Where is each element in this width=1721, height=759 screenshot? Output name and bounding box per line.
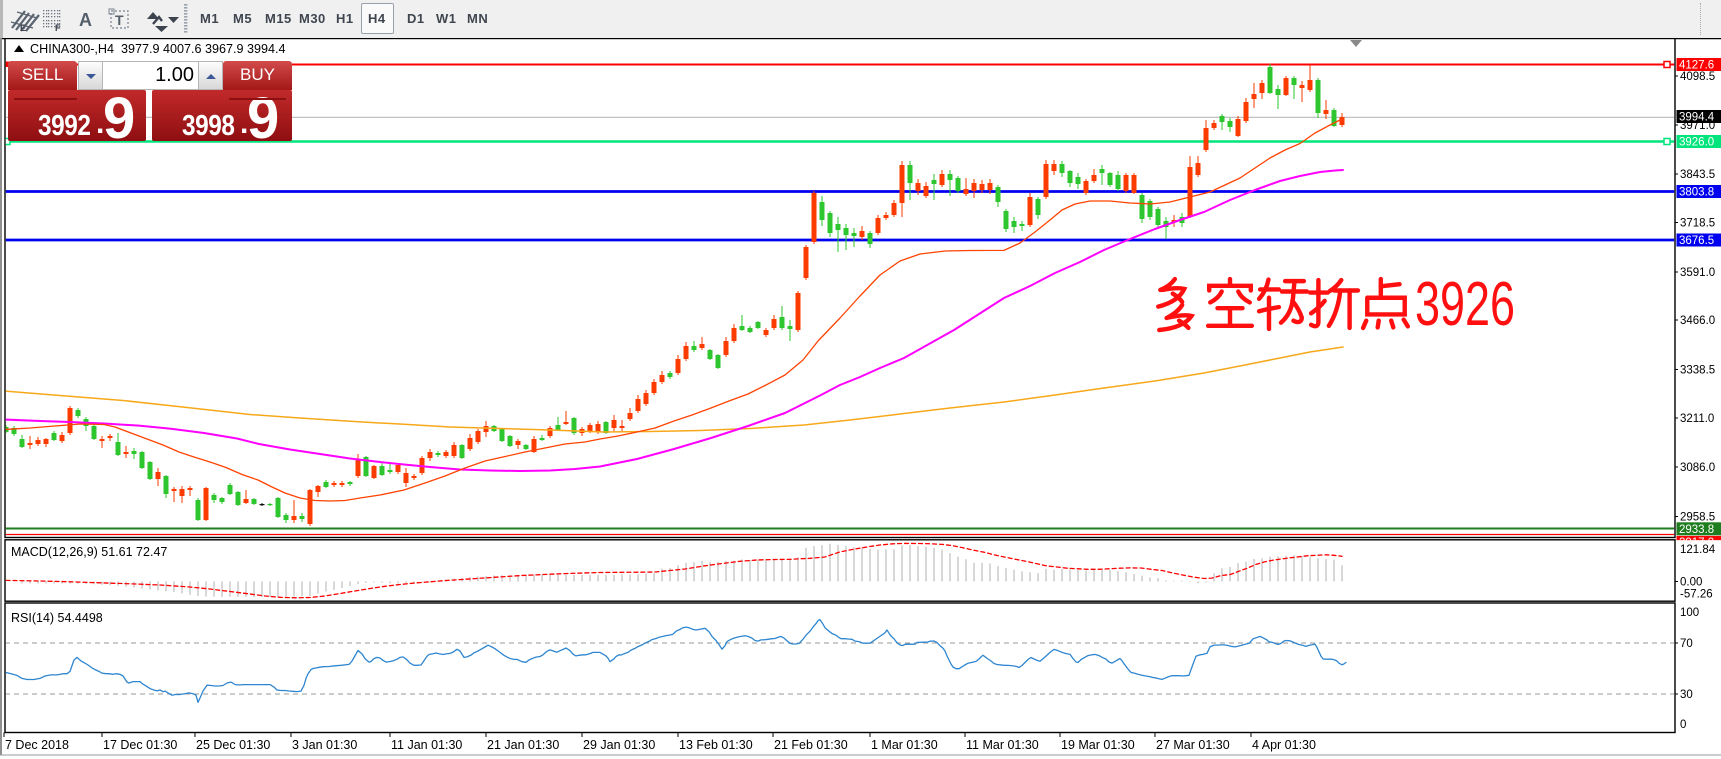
svg-text:3676.5: 3676.5	[1679, 235, 1714, 247]
svg-text:11 Jan 01:30: 11 Jan 01:30	[391, 738, 462, 752]
svg-text:7 Dec 2018: 7 Dec 2018	[5, 738, 69, 752]
svg-text:17 Dec 01:30: 17 Dec 01:30	[103, 738, 177, 752]
svg-text:29 Jan 01:30: 29 Jan 01:30	[583, 738, 655, 752]
svg-text:121.84: 121.84	[1680, 544, 1716, 556]
svg-text:3718.5: 3718.5	[1680, 218, 1715, 230]
svg-text:2958.5: 2958.5	[1680, 512, 1715, 524]
svg-text:3926.0: 3926.0	[1679, 137, 1714, 149]
svg-text:2933.8: 2933.8	[1679, 524, 1714, 536]
svg-text:RSI(14) 54.4498: RSI(14) 54.4498	[11, 611, 103, 625]
svg-text:3994.4: 3994.4	[1679, 112, 1715, 124]
svg-text:13 Feb 01:30: 13 Feb 01:30	[679, 738, 753, 752]
svg-text:3591.0: 3591.0	[1680, 267, 1715, 279]
svg-text:0: 0	[1680, 719, 1686, 731]
svg-text:27 Mar 01:30: 27 Mar 01:30	[1156, 738, 1230, 752]
svg-text:19 Mar 01:30: 19 Mar 01:30	[1061, 738, 1135, 752]
svg-text:3086.0: 3086.0	[1680, 462, 1715, 474]
svg-text:4127.6: 4127.6	[1679, 60, 1714, 72]
svg-text:25 Dec 01:30: 25 Dec 01:30	[196, 738, 270, 752]
svg-text:3843.5: 3843.5	[1680, 169, 1715, 181]
svg-text:CHINA300-,H4 3977.9 4007.6 39: CHINA300-,H4 3977.9 4007.6 3967.9 3994.4	[30, 42, 286, 56]
svg-text:11 Mar 01:30: 11 Mar 01:30	[966, 738, 1039, 752]
svg-text:3466.0: 3466.0	[1680, 315, 1715, 327]
svg-text:0.00: 0.00	[1680, 577, 1702, 589]
svg-text:21 Feb 01:30: 21 Feb 01:30	[774, 738, 848, 752]
svg-text:MACD(12,26,9) 51.61 72.47: MACD(12,26,9) 51.61 72.47	[11, 545, 167, 559]
svg-text:100: 100	[1680, 607, 1699, 619]
svg-text:-57.26: -57.26	[1680, 589, 1713, 601]
svg-text:E: E	[20, 23, 26, 33]
svg-text:21 Jan 01:30: 21 Jan 01:30	[487, 738, 559, 752]
svg-text:4 Apr 01:30: 4 Apr 01:30	[1252, 738, 1316, 752]
svg-text:4098.5: 4098.5	[1680, 71, 1715, 83]
svg-text:1 Mar 01:30: 1 Mar 01:30	[871, 738, 938, 752]
svg-text:A: A	[79, 10, 92, 30]
svg-text:T: T	[115, 12, 124, 28]
svg-text:3 Jan 01:30: 3 Jan 01:30	[292, 738, 357, 752]
svg-text:30: 30	[1680, 689, 1693, 701]
svg-text:2917.0: 2917.0	[1679, 537, 1714, 549]
svg-text:3338.5: 3338.5	[1680, 365, 1715, 377]
svg-text:F: F	[55, 23, 61, 33]
svg-text:3926: 3926	[1415, 270, 1515, 339]
svg-text:3803.8: 3803.8	[1679, 187, 1714, 199]
svg-text:70: 70	[1680, 638, 1693, 650]
svg-text:3211.0: 3211.0	[1680, 413, 1714, 425]
